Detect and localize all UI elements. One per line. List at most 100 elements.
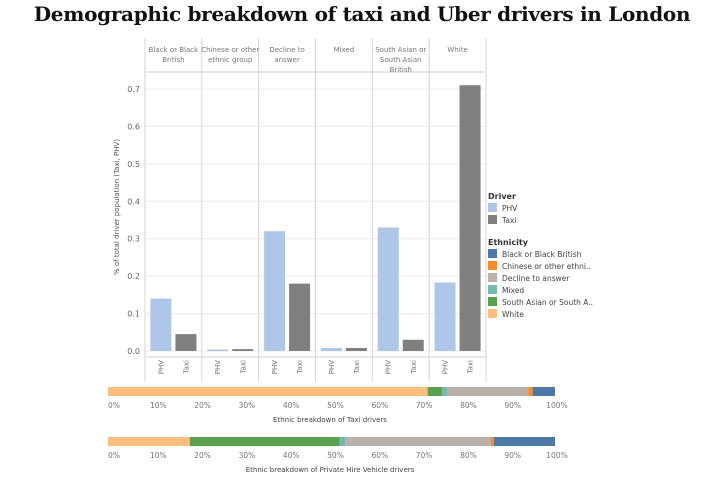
x-tick-label: Taxi xyxy=(467,360,475,375)
legend-item-label: South Asian or South A.. xyxy=(502,298,593,307)
x-tick-label: PHV xyxy=(442,360,450,374)
x-tick-label: 20% xyxy=(194,401,211,410)
phv-bar xyxy=(264,231,286,351)
legend-swatch xyxy=(488,249,497,258)
y-axis-title: % of total driver population (Taxi, PHV) xyxy=(113,139,121,275)
legend-item-label: Black or Black British xyxy=(502,250,582,259)
x-tick-label: PHV xyxy=(157,360,165,374)
panel-header-label: White xyxy=(447,46,467,54)
legend-item-label: Decline to answer xyxy=(502,274,570,283)
legend-swatch xyxy=(488,285,497,294)
taxi-stacked-bar-chart: 0% 10% 20% 30% 40% 50% 60% 70% 80% 90% 100% Ethnic … xyxy=(108,387,568,424)
legend-item-label: Taxi xyxy=(501,216,516,225)
x-axis-title: Ethnic breakdown of Private Hire Vehicle… xyxy=(246,466,415,474)
y-tick-label: 0.5 xyxy=(127,160,140,169)
x-tick-label: PHV xyxy=(328,360,336,374)
panel-header-label: answer xyxy=(274,56,299,64)
stacked-segment xyxy=(532,387,555,396)
legend-item-label: White xyxy=(502,310,524,319)
stacked-segment xyxy=(108,437,190,446)
taxi-bar xyxy=(289,283,311,351)
legend-swatch xyxy=(488,215,497,224)
phv-bar xyxy=(434,282,456,351)
x-tick-label: Taxi xyxy=(239,360,247,375)
x-tick-label: 40% xyxy=(283,451,300,460)
x-tick-label: 60% xyxy=(371,401,388,410)
x-tick-label: PHV xyxy=(271,360,279,374)
legend-driver-title: Driver xyxy=(488,192,516,201)
x-tick-label: 50% xyxy=(327,401,344,410)
y-tick-label: 0.2 xyxy=(127,272,140,281)
x-tick-label: 60% xyxy=(371,451,388,460)
stacked-segment xyxy=(189,437,340,446)
x-tick-label: 80% xyxy=(460,401,477,410)
legend-item-label: Mixed xyxy=(502,286,524,295)
faceted-bar-chart: 0.0 0.1 0.2 0.3 0.4 0.5 0.6 0.7 % of total drive… xyxy=(113,38,487,382)
legend-ethnicity-title: Ethnicity xyxy=(488,238,529,247)
x-axis-title: Ethnic breakdown of Taxi drivers xyxy=(273,416,387,424)
legend-swatch xyxy=(488,203,497,212)
x-tick-label: 90% xyxy=(504,401,521,410)
x-tick-label: 30% xyxy=(239,401,256,410)
y-tick-label: 0.0 xyxy=(127,347,140,356)
legend-swatch xyxy=(488,273,497,282)
phv-bar xyxy=(377,227,399,351)
panel-header-label: Decline to xyxy=(269,46,304,54)
x-tick-label: Taxi xyxy=(410,360,418,375)
y-tick-label: 0.7 xyxy=(127,85,140,94)
phv-stacked-bar-chart: 0% 10% 20% 30% 40% 50% 60% 70% 80% 90% 100% Ethnic … xyxy=(108,437,568,474)
stacked-segment xyxy=(493,437,555,446)
x-tick-label: 70% xyxy=(416,401,433,410)
legend-swatch xyxy=(488,261,497,270)
x-tick-label: 30% xyxy=(239,451,256,460)
x-tick-label: 100% xyxy=(546,401,567,410)
stacked-segment xyxy=(441,387,448,396)
phv-bar xyxy=(320,348,342,351)
stacked-segment xyxy=(339,437,346,446)
x-tick-label: Taxi xyxy=(182,360,190,375)
x-tick-label: 10% xyxy=(150,451,167,460)
taxi-bar xyxy=(459,85,481,351)
stacked-segment xyxy=(108,387,428,396)
stacked-segment xyxy=(490,437,494,446)
panel-header-label: British xyxy=(390,66,412,74)
x-tick-label: 40% xyxy=(283,401,300,410)
panel-header-label: Chinese or other xyxy=(201,46,259,54)
x-tick-label: Taxi xyxy=(353,360,361,375)
x-tick-label: 20% xyxy=(194,451,211,460)
phv-bar xyxy=(150,298,172,351)
stacked-segment xyxy=(427,387,442,396)
x-tick-label: 90% xyxy=(504,451,521,460)
x-tick-label: 0% xyxy=(108,401,120,410)
panel-header-label: British xyxy=(162,56,184,64)
y-tick-label: 0.1 xyxy=(127,310,140,319)
panel-header-label: South Asian xyxy=(380,56,422,64)
y-tick-label: 0.3 xyxy=(127,235,140,244)
taxi-bar xyxy=(402,339,424,351)
taxi-bar xyxy=(175,334,197,351)
stacked-segment xyxy=(447,387,529,396)
x-tick-label: 70% xyxy=(416,451,433,460)
stacked-segment xyxy=(528,387,533,396)
x-tick-label: 100% xyxy=(546,451,567,460)
x-tick-label: PHV xyxy=(214,360,222,374)
taxi-bar xyxy=(232,349,254,351)
legend-swatch xyxy=(488,297,497,306)
panel-header-label: ethnic group xyxy=(208,56,253,64)
panel-header-label: South Asian or xyxy=(375,46,426,54)
panel-header-label: Black or Black xyxy=(149,46,199,54)
x-tick-label: 10% xyxy=(150,401,167,410)
x-tick-label: PHV xyxy=(385,360,393,374)
stacked-segment xyxy=(345,437,491,446)
x-tick-label: 80% xyxy=(460,451,477,460)
phv-bar xyxy=(207,349,229,351)
legend-swatch xyxy=(488,309,497,318)
y-tick-label: 0.6 xyxy=(127,122,140,131)
panel-header-label: Mixed xyxy=(334,46,355,54)
x-tick-label: 0% xyxy=(108,451,120,460)
page-title: Demographic breakdown of taxi and Uber d… xyxy=(33,2,691,26)
x-tick-label: Taxi xyxy=(296,360,304,375)
legend-item-label: Chinese or other ethni.. xyxy=(502,262,591,271)
x-tick-label: 50% xyxy=(327,451,344,460)
